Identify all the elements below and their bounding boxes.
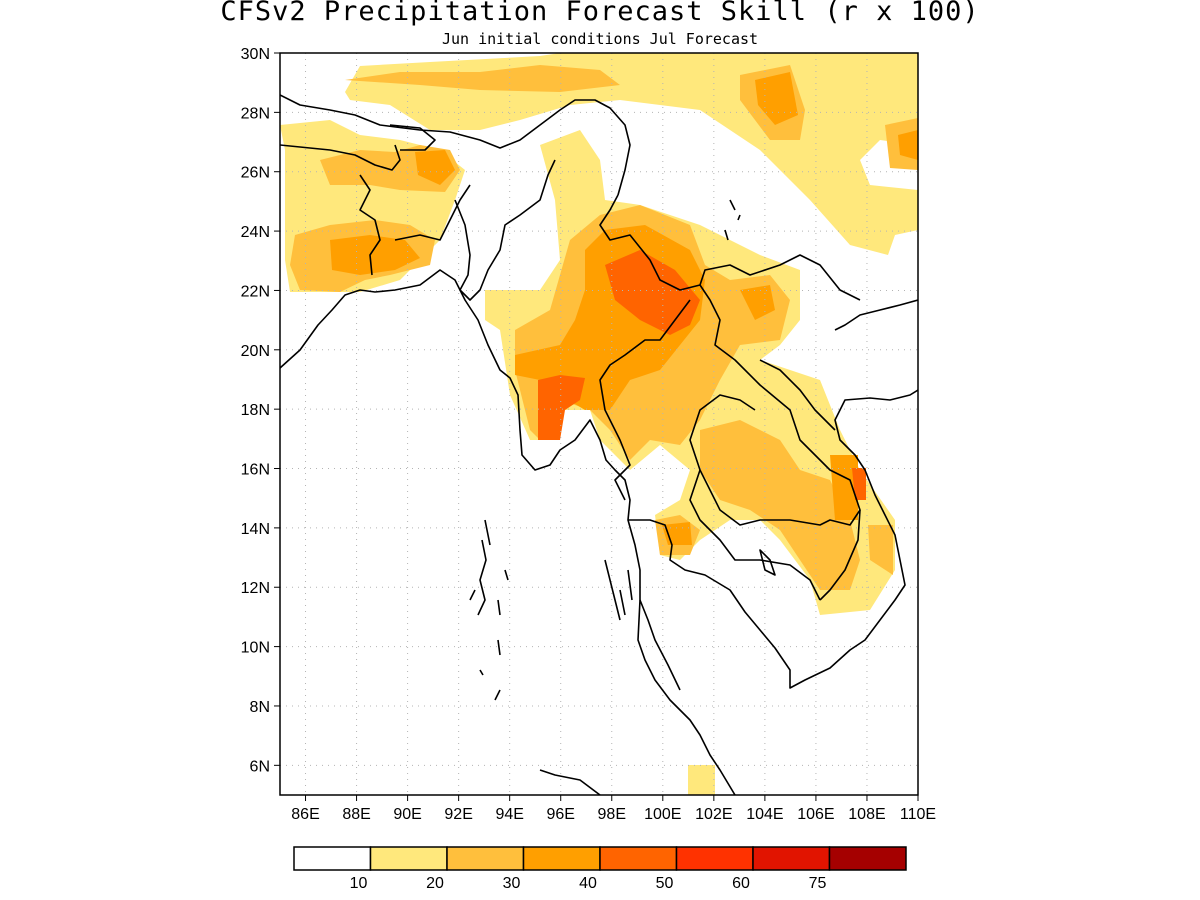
coast-gulf-inner <box>628 389 918 689</box>
lon-tick-label: 96E <box>546 806 574 823</box>
lon-tick-label: 90E <box>393 806 421 823</box>
lat-tick-label: 6N <box>250 758 270 775</box>
colorbar-label: 75 <box>809 875 827 892</box>
lat-tick-label: 14N <box>241 521 270 538</box>
border-thailand-cambodia <box>689 469 821 601</box>
lat-tick-label: 28N <box>241 105 270 122</box>
islands-mergui <box>604 559 633 621</box>
border-bangladesh <box>359 174 471 276</box>
lat-tick-label: 30N <box>241 46 270 63</box>
lat-tick-label: 10N <box>241 640 270 657</box>
border-myanmar-thailand <box>599 299 691 501</box>
border-laos-vietnam <box>759 359 836 431</box>
colorbar: 10 20 30 40 50 60 75 <box>293 846 907 892</box>
skill-region-south <box>688 765 715 795</box>
coast-india-bay <box>280 269 736 795</box>
colorbar-label: 50 <box>656 875 674 892</box>
lat-tick-label: 18N <box>241 402 270 419</box>
country-borders <box>280 94 861 601</box>
border-tonle-sap <box>759 549 776 576</box>
lat-tick-label: 22N <box>241 283 270 300</box>
lon-tick-label: 86E <box>291 806 319 823</box>
colorbar-swatch <box>599 846 678 871</box>
colorbar-label: 20 <box>426 875 444 892</box>
lat-tick-label: 12N <box>241 580 270 597</box>
lon-tick-label: 110E <box>900 806 936 823</box>
lon-tick-label: 108E <box>848 806 885 823</box>
map-subtitle: Jun initial conditions Jul Forecast <box>441 30 759 48</box>
lat-tick-label: 20N <box>241 343 270 360</box>
map-frame <box>279 52 919 796</box>
lat-tick-label: 8N <box>250 699 270 716</box>
border-northeast-india <box>454 159 556 301</box>
map-title: CFSv2 Precipitation Forecast Skill (r x … <box>220 0 980 27</box>
border-india-china <box>280 94 631 196</box>
lat-tick-label: 26N <box>241 165 270 182</box>
lon-tick-label: 104E <box>746 806 783 823</box>
lon-tick-label: 100E <box>644 806 681 823</box>
border-laos <box>689 284 861 526</box>
islands-halong <box>724 199 741 241</box>
colorbar-swatch <box>293 846 372 871</box>
border-cambodia-vietnam <box>819 509 861 601</box>
coastlines <box>280 199 918 795</box>
lon-tick-label: 88E <box>342 806 370 823</box>
lon-tick-label: 102E <box>695 806 732 823</box>
lat-tick-label: 16N <box>241 462 270 479</box>
axis-ticks: 86E 88E 90E 92E 94E 96E 98E 100E 102E 104E 106E 108… <box>241 46 936 823</box>
colorbar-swatch <box>752 846 831 871</box>
colorbar-swatch <box>522 846 601 871</box>
lon-tick-label: 94E <box>495 806 523 823</box>
coast-sumatra <box>539 769 601 795</box>
colorbar-swatch <box>828 846 907 871</box>
coast-gulf-thailand <box>639 599 681 691</box>
colorbar-swatch <box>369 846 448 871</box>
colorbar-label: 60 <box>732 875 750 892</box>
colorbar-label: 30 <box>503 875 521 892</box>
lon-tick-label: 98E <box>598 806 626 823</box>
colorbar-label: 10 <box>350 875 368 892</box>
colorbar-label: 40 <box>579 875 597 892</box>
colorbar-swatch <box>675 846 754 871</box>
graticule <box>280 53 918 795</box>
colorbar-swatch <box>446 846 525 871</box>
skill-shading <box>280 53 918 795</box>
border-nepal <box>280 144 401 171</box>
lon-tick-label: 106E <box>797 806 834 823</box>
border-bhutan <box>389 124 436 151</box>
islands-andaman-sea <box>484 519 509 656</box>
lat-tick-label: 24N <box>241 224 270 241</box>
lon-tick-label: 92E <box>444 806 472 823</box>
islands-andaman <box>469 539 501 701</box>
coast-vietnam-north <box>834 299 918 331</box>
